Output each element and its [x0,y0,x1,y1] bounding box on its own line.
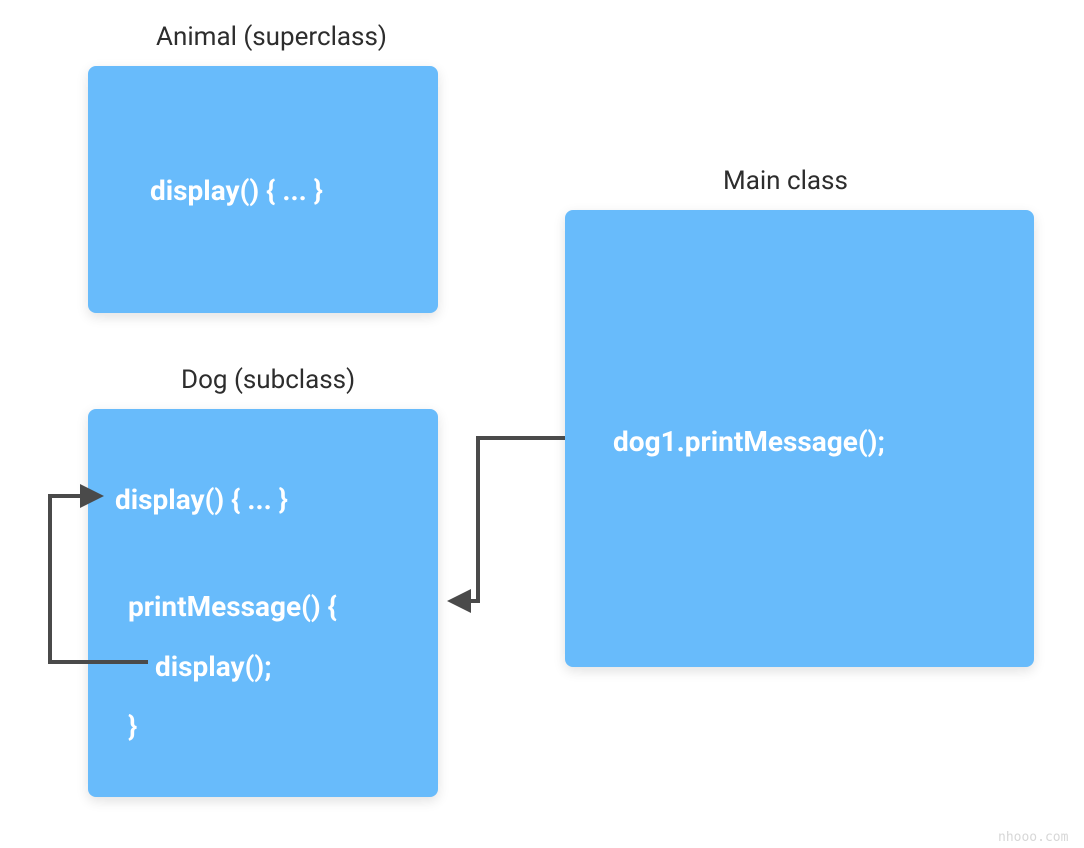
dog-display-line: display() { ... } [115,483,288,516]
animal-title: Animal (superclass) [156,22,387,52]
main-title: Main class [723,166,848,196]
edge-main-to-dog [451,438,565,601]
watermark: nhooo.com [998,830,1068,845]
dog-printmessage-line: printMessage() { [128,590,337,623]
dog-title: Dog (subclass) [181,365,355,395]
dog-close-brace-line: } [128,710,137,743]
dog-display-call-line: display(); [155,650,272,683]
main-call-line: dog1.printMessage(); [613,425,885,458]
animal-display-line: display() { ... } [150,174,323,207]
